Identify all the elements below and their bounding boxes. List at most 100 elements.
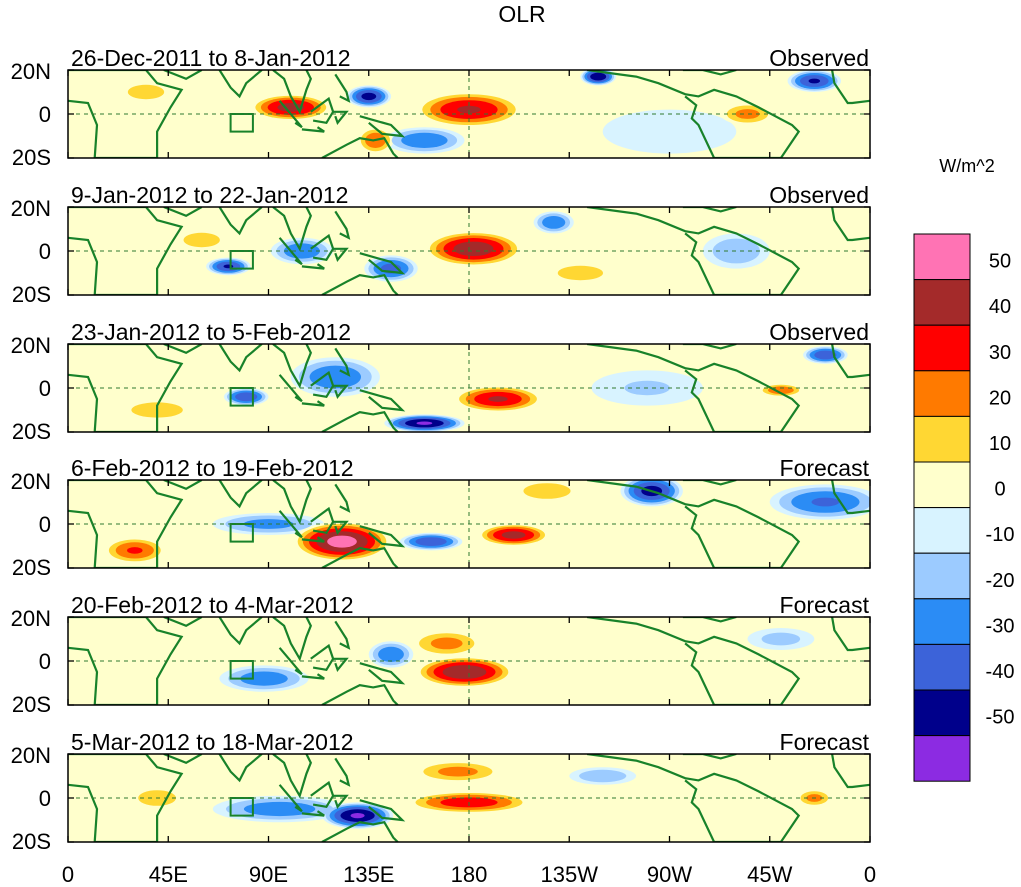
colorbar-label: -50: [986, 707, 1015, 729]
olr-contour: [453, 241, 494, 256]
olr-contour: [808, 78, 821, 84]
panel-kind-label: Forecast: [780, 592, 870, 618]
coastline: [278, 237, 303, 266]
colorbar-swatch: [913, 735, 971, 782]
coastline: [218, 70, 263, 99]
panel-kind-label: Forecast: [780, 729, 870, 755]
coastline: [682, 70, 737, 76]
x-tick-label: 90W: [647, 862, 692, 887]
coastline: [333, 520, 349, 536]
olr-contour: [523, 483, 571, 499]
colorbar-swatch: [913, 689, 971, 737]
olr-contour: [127, 547, 143, 554]
coastline: [831, 617, 870, 652]
coastline: [272, 70, 313, 115]
olr-contour: [735, 109, 760, 119]
colorbar-swatch: [913, 279, 971, 326]
colorbar-swatch: [913, 507, 971, 554]
colorbar-swatch: [913, 415, 971, 463]
coastline: [333, 794, 349, 810]
olr-contour: [590, 72, 607, 81]
coastline: [218, 480, 263, 509]
coastline: [682, 480, 737, 486]
map-panel: 20N 0 20S 23-Jan-2012 to 5-Feb-2012 Observed: [11, 319, 871, 444]
coastline: [218, 754, 263, 783]
colorbar-swatch: [913, 370, 971, 417]
coastline: [831, 70, 870, 105]
x-tick-label: 90E: [249, 862, 288, 887]
colorbar-label: -10: [986, 524, 1015, 546]
coastline: [831, 754, 870, 789]
y-tick-label: 20N: [11, 606, 51, 631]
colorbar-label: -20: [986, 570, 1015, 592]
map-panel: 20N 0 20S 20-Feb-2012 to 4-Mar-2012 Forecast: [11, 592, 871, 717]
coastline: [278, 100, 303, 129]
colorbar-units: W/m^2: [939, 156, 994, 176]
olr-contour: [542, 216, 566, 229]
olr-contour: [438, 766, 478, 777]
coastline: [278, 374, 303, 403]
coastline: [68, 754, 184, 842]
olr-contour: [761, 632, 801, 646]
y-tick-label: 0: [39, 512, 51, 537]
coastline: [359, 525, 406, 548]
coastline: [334, 73, 351, 103]
chart-title: OLR: [498, 1, 545, 27]
coastline: [334, 620, 351, 650]
coastline: [586, 480, 801, 568]
y-tick-label: 0: [39, 102, 51, 127]
coastline: [321, 820, 399, 842]
coastline: [68, 617, 184, 705]
colorbar-label: 50: [989, 251, 1011, 273]
coastline: [321, 410, 399, 432]
olr-field: [68, 207, 870, 295]
coastline: [359, 115, 406, 138]
olr-contour: [501, 531, 526, 539]
coastline: [682, 344, 737, 350]
map-panel: 20N 0 20S 5-Mar-2012 to 18-Mar-2012 Forecast: [11, 729, 871, 854]
coastline: [301, 263, 325, 270]
coastline: [586, 754, 801, 842]
coastline: [321, 136, 399, 158]
olr-contour: [488, 396, 508, 402]
colorbar-label: -40: [986, 661, 1015, 683]
olr-contour: [457, 105, 481, 114]
y-tick-label: 20S: [12, 829, 51, 854]
region-box: [229, 113, 254, 133]
colorbar-swatch: [913, 461, 971, 509]
olr-field: [68, 480, 870, 568]
coastline: [301, 673, 325, 680]
coastline: [334, 347, 351, 377]
coastline: [586, 617, 801, 705]
olr-contour: [235, 392, 258, 402]
colorbar: W/m^2 50 40 30 20 10 0 -10 -20 -30 -40 -50: [913, 156, 1015, 782]
y-tick-label: 20S: [12, 419, 51, 444]
coastline: [272, 617, 313, 662]
colorbar-label: 0: [994, 479, 1005, 501]
region-box: [229, 250, 254, 270]
map-panel: 20N 0 20S 9-Jan-2012 to 22-Jan-2012 Observed: [11, 182, 871, 307]
coastline: [272, 754, 313, 799]
panel-kind-label: Forecast: [780, 455, 870, 481]
colorbar-swatch: [913, 233, 971, 281]
coastline: [272, 207, 313, 252]
olr-contour: [327, 535, 357, 548]
coastline: [333, 657, 349, 673]
olr-contour: [401, 132, 448, 148]
x-axis: 0 45E 90E 135E 180 135W 90W 45W 0: [62, 862, 876, 887]
olr-contour: [350, 813, 365, 819]
coastline: [321, 273, 399, 295]
coastline: [333, 110, 349, 126]
olr-contour: [814, 350, 837, 360]
region-box: [229, 660, 254, 680]
coastline: [682, 754, 737, 760]
x-tick-label: 135W: [541, 862, 599, 887]
olr-contour: [430, 637, 463, 650]
coastline: [163, 754, 203, 765]
olr-contour: [378, 646, 404, 663]
coastline: [321, 546, 399, 568]
coastline: [301, 536, 325, 543]
coastline: [163, 617, 203, 628]
olr-contour: [416, 421, 433, 425]
coastline: [586, 344, 801, 432]
